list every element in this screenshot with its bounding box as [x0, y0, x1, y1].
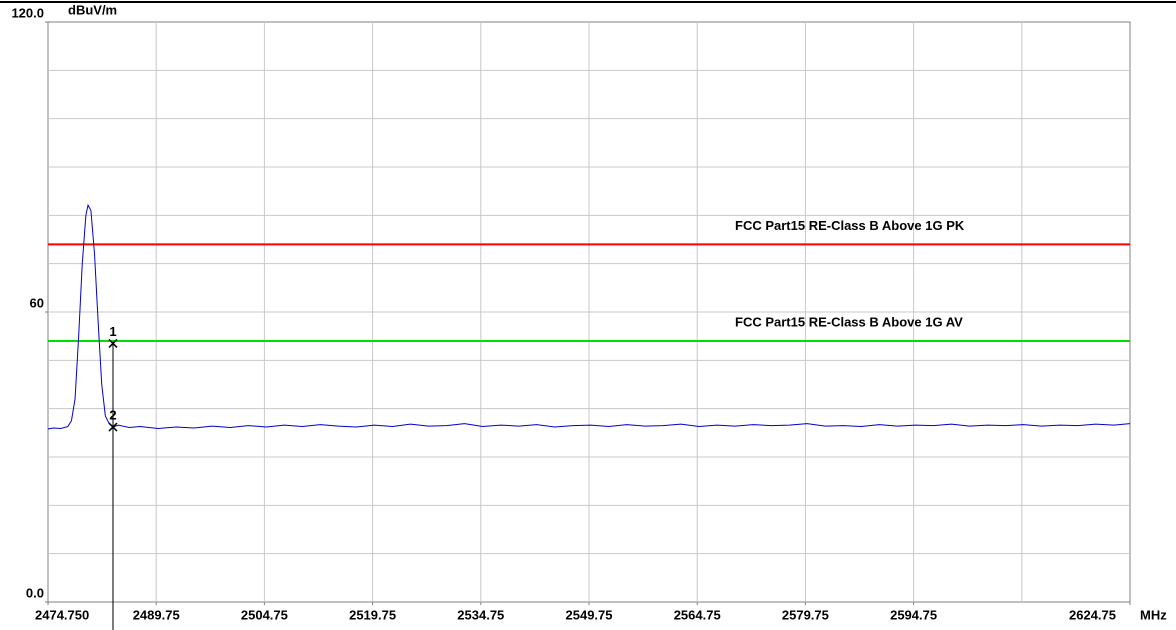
x-tick-label: 2489.75 [133, 607, 180, 622]
x-tick-label: 2624.75 [1069, 607, 1116, 622]
x-tick-label: 2519.75 [349, 607, 396, 622]
x-tick-label: 2594.75 [890, 607, 937, 622]
limit-label: FCC Part15 RE-Class B Above 1G PK [735, 218, 965, 233]
limit-label: FCC Part15 RE-Class B Above 1G AV [735, 314, 963, 329]
x-tick-label: 2534.75 [457, 607, 504, 622]
y-tick-label: 0.0 [26, 585, 44, 600]
x-tick-label: 2579.75 [782, 607, 829, 622]
x-tick-label: 2474.750 [35, 607, 89, 622]
x-tick-label: 2549.75 [566, 607, 613, 622]
trace [47, 203, 1131, 430]
y-tick-label: 60 [30, 295, 44, 310]
marker [108, 338, 118, 348]
marker-label: 1 [109, 324, 116, 339]
x-unit: MHz [1140, 607, 1167, 622]
y-unit: dBuV/m [68, 2, 117, 17]
marker-label: 2 [109, 407, 116, 422]
y-tick-label: 120.0 [11, 5, 44, 20]
marker [108, 422, 118, 432]
x-tick-label: 2504.75 [241, 607, 288, 622]
x-tick-label: 2564.75 [674, 607, 721, 622]
